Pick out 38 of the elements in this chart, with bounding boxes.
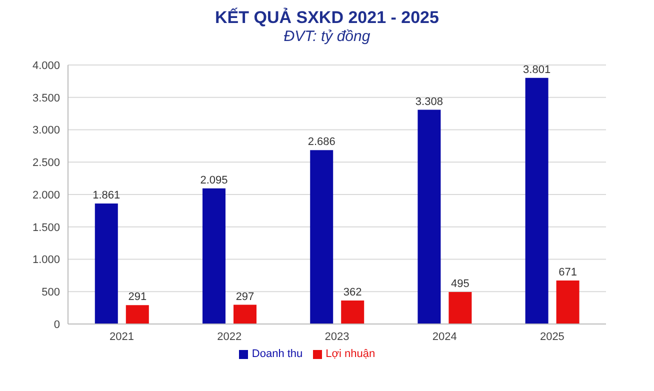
y-tick-label: 0 (54, 318, 60, 331)
x-tick-label: 2023 (324, 330, 350, 343)
data-label: 671 (558, 266, 577, 279)
y-tick-label: 2.500 (32, 157, 60, 170)
legend-label: Doanh thu (252, 348, 303, 360)
bar (126, 305, 149, 324)
chart-subtitle: ĐVT: tỷ đồng (282, 28, 372, 45)
bar (556, 280, 580, 324)
chart-title: KẾT QUẢ SXKD 2021 - 2025 (214, 8, 440, 28)
legend-label: Lợi nhuận (326, 348, 376, 360)
data-label: 3.801 (523, 64, 551, 76)
y-tick-label: 500 (42, 286, 60, 299)
data-label: 3.308 (415, 96, 443, 108)
data-label: 2.686 (308, 136, 336, 148)
bar (310, 150, 334, 324)
bar (234, 304, 256, 324)
x-tick-label: 2022 (217, 330, 242, 343)
y-tick-label: 4.000 (32, 60, 60, 72)
y-tick-label: 1.000 (32, 254, 60, 266)
y-tick-label: 2.000 (32, 189, 60, 202)
bar (341, 300, 364, 324)
data-label: 362 (343, 286, 362, 299)
bar (202, 188, 226, 324)
data-label: 495 (451, 278, 470, 290)
data-label: 291 (128, 291, 147, 304)
bar (418, 110, 441, 324)
x-tick-label: 2024 (432, 330, 457, 343)
bar (525, 78, 548, 324)
data-label: 297 (236, 290, 254, 303)
x-tick-label: 2021 (110, 330, 134, 343)
y-tick-label: 1.500 (32, 222, 60, 234)
data-label: 2.095 (200, 174, 228, 186)
bar (448, 292, 472, 324)
y-tick-label: 3.000 (32, 124, 60, 137)
y-tick-label: 3.500 (32, 92, 60, 104)
data-label: 1.861 (92, 190, 120, 202)
bar (94, 204, 118, 324)
x-tick-label: 2025 (540, 330, 564, 343)
